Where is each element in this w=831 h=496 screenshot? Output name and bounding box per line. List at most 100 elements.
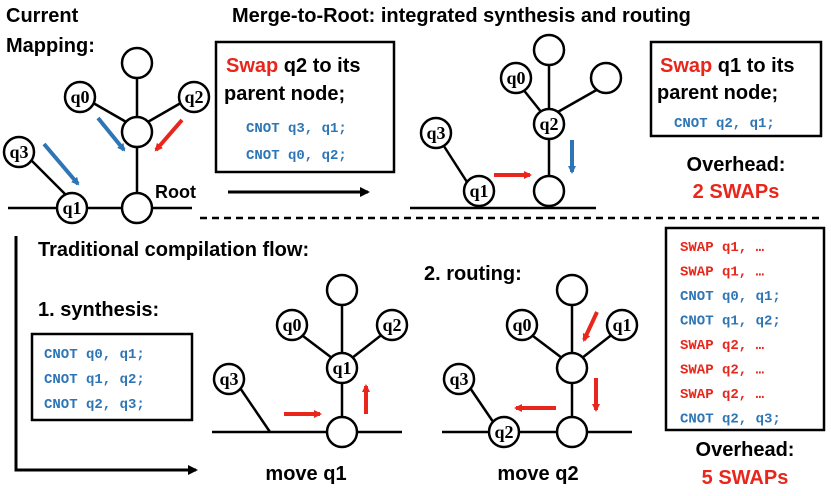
merge-label-q3: q3 <box>426 123 445 143</box>
synthesis-code-box: CNOT q0, q1; CNOT q1, q2; CNOT q2, q3; <box>30 332 194 422</box>
tree-node-mid <box>120 115 154 149</box>
synthesis-code-2: CNOT q1, q2; <box>44 372 145 388</box>
synthesis-title: 1. synthesis: <box>38 299 159 321</box>
routing-code-line: CNOT q0, q1; <box>680 289 781 305</box>
move-q2-label-q2: q2 <box>494 422 513 442</box>
merge-edge-q0 <box>521 87 543 114</box>
move-q1-node-q0 <box>275 308 309 342</box>
routing-code-line: SWAP q1, … <box>680 240 765 256</box>
merge-node-q1 <box>462 174 496 208</box>
merge-node-q2 <box>532 107 566 141</box>
tree-node-q1 <box>55 191 89 225</box>
current-mapping-title-line1: Current <box>6 5 79 27</box>
synthesis-code-1: CNOT q0, q1; <box>44 347 145 363</box>
move-q2-edge-q1 <box>581 332 615 359</box>
merge-edge-right <box>555 86 601 115</box>
move-q1-edge-q2 <box>351 332 385 359</box>
routing-code-line: SWAP q2, … <box>680 338 765 354</box>
move-q1-node-q2 <box>375 308 409 342</box>
move-q1-edge-q0 <box>298 332 333 359</box>
swap-q1-line1: Swap q1 to its <box>660 55 794 77</box>
red-arrow-q2 <box>154 118 184 152</box>
move-q2-node-root <box>555 415 589 449</box>
merge-label-q2: q2 <box>539 114 558 134</box>
routing-code-line: SWAP q2, … <box>680 387 765 403</box>
routing-title: 2. routing: <box>424 263 522 285</box>
routing-box-frame <box>664 226 826 432</box>
merge-tree: q0 q2 q3 q1 <box>410 33 623 210</box>
move-q1-edge-q3 <box>234 381 272 433</box>
tree-node-top <box>120 46 154 80</box>
merge-label-q1: q1 <box>469 181 488 201</box>
swap-q2-line1: Swap q2 to its <box>226 55 360 77</box>
swap-q1-box-frame <box>649 40 823 138</box>
move-q1-tree: q0 q2 q1 q3 <box>212 273 409 449</box>
node-label-q1: q1 <box>62 198 81 218</box>
overhead-top-value: 2 SWAPs <box>693 181 780 203</box>
move-q2-node-top <box>555 273 589 307</box>
merge-node-top <box>532 33 566 67</box>
move-q1-caption: move q1 <box>265 463 346 485</box>
swap-q1-code-1: CNOT q2, q1; <box>674 116 775 132</box>
move-q1-label-q1: q1 <box>332 358 351 378</box>
move-q2-node-mid <box>555 351 589 385</box>
routing-code-box: SWAP q1, … SWAP q1, … CNOT q0, q1; CNOT q1,… <box>664 226 826 432</box>
merge-label-q0: q0 <box>506 68 525 88</box>
overhead-top-label: Overhead: <box>687 154 786 176</box>
routing-code-lines: SWAP q1, … SWAP q1, … CNOT q0, q1; CNOT q1,… <box>680 240 781 428</box>
tree-node-root <box>120 191 154 225</box>
current-mapping-title-line2: Mapping: <box>6 35 95 57</box>
current-mapping-tree: q0 q2 q3 q1 Root <box>2 46 211 225</box>
routing-code-line: CNOT q1, q2; <box>680 314 781 330</box>
merge-node-q0 <box>499 61 533 95</box>
node-label-q3: q3 <box>9 142 28 162</box>
routing-code-line: SWAP q2, … <box>680 363 765 379</box>
swap-q2-box: Swap q2 to its parent node; CNOT q3, q1;… <box>214 40 396 174</box>
root-label: Root <box>155 182 196 202</box>
move-q2-node-q1 <box>605 308 639 342</box>
tree-node-q0 <box>63 80 97 114</box>
traditional-title: Traditional compilation flow: <box>38 239 309 261</box>
synthesis-code-3: CNOT q2, q3; <box>44 397 145 413</box>
move-q2-node-q3 <box>442 362 476 396</box>
move-q1-node-top <box>325 273 359 307</box>
blue-arrow-q0 <box>96 116 126 152</box>
merge-node-right <box>589 61 623 95</box>
move-q2-edge-q0 <box>528 332 563 359</box>
move-q2-node-q0 <box>505 308 539 342</box>
move-q2-red-arrow-diag <box>582 311 599 342</box>
overhead-bottom-label: Overhead: <box>696 439 795 461</box>
swap-q2-line2: parent node; <box>224 83 345 105</box>
swap-q1-line2: parent node; <box>657 82 778 104</box>
synthesis-box-frame <box>30 332 194 422</box>
move-q2-node-q2 <box>487 415 521 449</box>
swap-q1-box: Swap q1 to its parent node; CNOT q2, q1; <box>649 40 823 138</box>
move-q1-node-root <box>325 415 359 449</box>
routing-code-line: SWAP q1, … <box>680 265 765 281</box>
blue-arrow-q3 <box>42 142 80 186</box>
node-label-q2: q2 <box>184 87 203 107</box>
move-q2-label-q3: q3 <box>449 369 468 389</box>
node-label-q0: q0 <box>70 87 89 107</box>
merge-to-root-title: Merge-to-Root: integrated synthesis and … <box>232 5 691 27</box>
move-q2-tree: q0 q1 q3 q2 <box>442 273 639 449</box>
move-q1-label-q0: q0 <box>282 315 301 335</box>
tree-node-q3 <box>2 135 36 169</box>
move-q2-caption: move q2 <box>497 463 578 485</box>
overhead-bottom-value: 5 SWAPs <box>702 467 789 489</box>
move-q1-label-q3: q3 <box>219 369 238 389</box>
merge-node-root <box>532 174 566 208</box>
routing-code-line: CNOT q2, q3; <box>680 412 781 428</box>
traditional-flow-arrow <box>14 236 198 475</box>
move-q1-node-q1 <box>325 351 359 385</box>
swap-q2-code-2: CNOT q0, q2; <box>246 148 347 164</box>
tree-node-q2 <box>177 80 211 114</box>
move-q1-node-q3 <box>212 362 246 396</box>
move-q1-label-q2: q2 <box>382 315 401 335</box>
merge-node-q3 <box>419 116 453 150</box>
move-q2-label-q1: q1 <box>612 315 631 335</box>
move-q2-label-q0: q0 <box>512 315 531 335</box>
edge-q3-q1 <box>25 154 68 197</box>
swap-q2-box-frame <box>214 40 396 174</box>
